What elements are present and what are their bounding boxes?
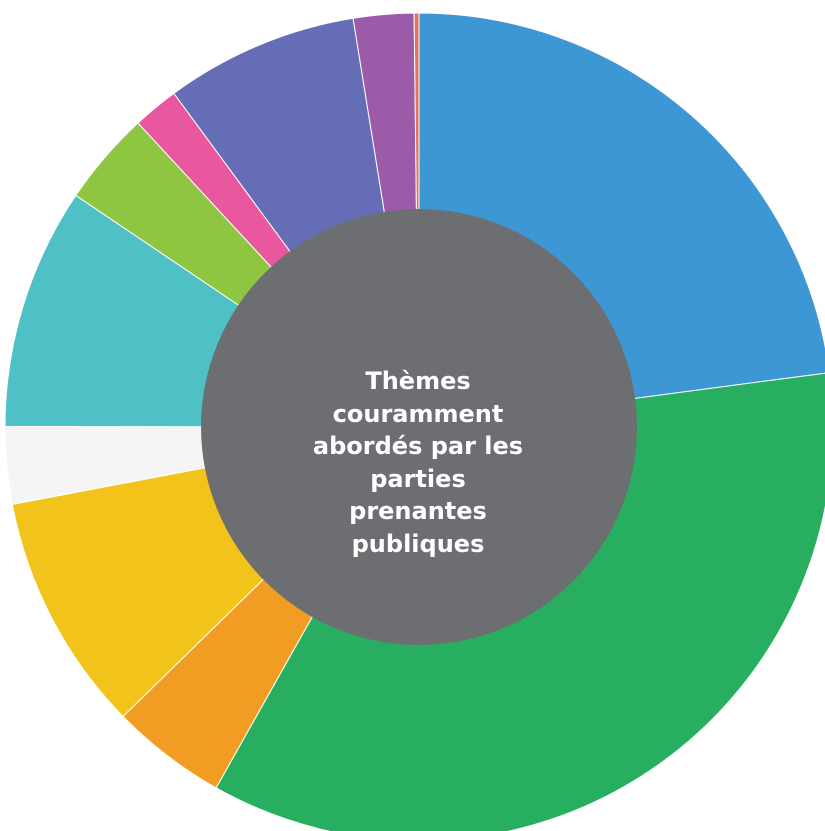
center-disc	[201, 209, 637, 645]
center-label: Thèmes couramment abordés par les partie…	[312, 367, 524, 558]
